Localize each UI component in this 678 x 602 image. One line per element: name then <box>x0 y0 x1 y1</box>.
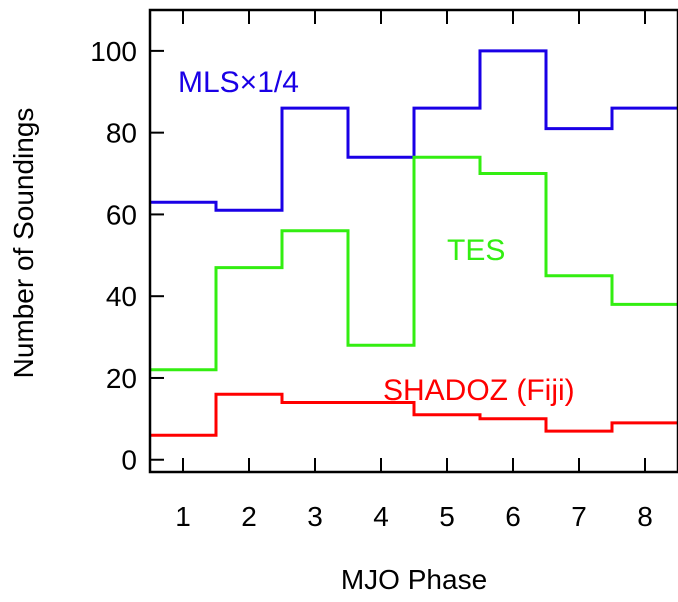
y-axis-title: Number of Soundings <box>8 108 39 379</box>
y-tick-label: 40 <box>106 281 137 312</box>
series-line-shadoz-fiji <box>150 392 678 437</box>
x-tick-label: 1 <box>175 501 191 532</box>
y-tick-label: 80 <box>106 118 137 149</box>
x-tick-label: 2 <box>241 501 257 532</box>
series-line-mls-1-4 <box>150 49 678 212</box>
series-label-shadoz-fiji: SHADOZ (Fiji) <box>383 374 575 407</box>
plot-frame <box>148 8 678 474</box>
series-label-mls-1-4: MLS×1/4 <box>178 66 299 99</box>
series-line-tes <box>150 155 678 372</box>
x-tick-label: 5 <box>439 501 455 532</box>
y-tick-label: 20 <box>106 363 137 394</box>
x-tick-label: 6 <box>505 501 521 532</box>
x-tick-label: 7 <box>571 501 587 532</box>
x-tick-label: 3 <box>307 501 323 532</box>
y-tick-label: 60 <box>106 199 137 230</box>
y-tick-label: 100 <box>90 36 137 67</box>
x-tick-label: 4 <box>373 501 389 532</box>
x-tick-label: 8 <box>637 501 653 532</box>
series-label-tes: TES <box>447 234 505 267</box>
y-tick-label: 0 <box>121 445 137 476</box>
x-axis-title: MJO Phase <box>341 564 487 595</box>
